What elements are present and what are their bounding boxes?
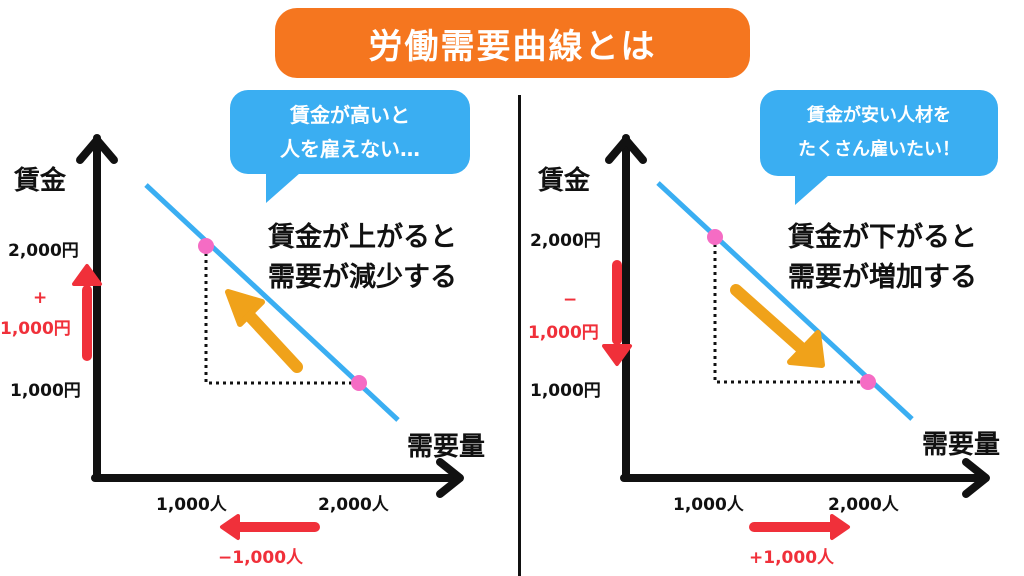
right-wage-change-value: 1,000円	[528, 323, 599, 343]
left-x-axis-label: 需要量	[407, 432, 486, 462]
left-y-axis-label: 賃金	[14, 166, 67, 196]
left-graph	[72, 134, 464, 540]
left-dotted-guide	[204, 246, 359, 385]
left-bubble-line-2: 人を雇えない…	[280, 137, 420, 161]
left-y-axis-arrow-icon	[76, 136, 118, 164]
left-bubble-line-1: 賃金が高いと	[290, 103, 410, 127]
right-wage-arrowhead-icon	[602, 344, 632, 366]
left-y-tick-1000: 1,000円	[10, 381, 81, 401]
right-bubble-tail-icon	[795, 175, 829, 205]
right-speech-bubble: 賃金が安い人材を たくさん雇いたい！	[760, 90, 998, 176]
right-y-tick-1000: 1,000円	[530, 381, 601, 401]
right-bubble-line-1: 賃金が安い人材を	[807, 105, 951, 126]
right-dotted-guide	[713, 237, 868, 384]
right-movement-arrow	[730, 284, 806, 353]
right-x-tick-2000: 2,000人	[828, 495, 899, 515]
left-speech-bubble: 賃金が高いと 人を雇えない…	[230, 90, 470, 174]
right-x-axis-label: 需要量	[922, 430, 1001, 460]
left-point-high-wage	[198, 238, 214, 254]
left-caption: 賃金が上がると 需要が減少する	[268, 218, 457, 298]
left-x-tick-2000: 2,000人	[318, 495, 389, 515]
right-y-axis-arrow-icon	[605, 136, 647, 164]
right-y-tick-2000: 2,000円	[530, 231, 601, 251]
left-point-low-wage	[351, 375, 367, 391]
left-y-tick-2000: 2,000円	[8, 241, 79, 261]
left-wage-arrowhead-icon	[72, 264, 102, 286]
title-banner: 労働需要曲線とは	[275, 8, 750, 78]
left-movement-arrow	[240, 306, 303, 373]
right-x-tick-1000: 1,000人	[673, 495, 744, 515]
left-quantity-arrowhead-icon	[220, 514, 240, 540]
left-caption-line-1: 賃金が上がると	[268, 222, 457, 253]
left-movement-arrowhead-icon	[225, 289, 265, 327]
right-y-axis-label: 賃金	[538, 166, 591, 196]
left-x-axis-arrow-icon	[436, 458, 464, 498]
right-quantity-change: +1,000人	[749, 548, 835, 568]
right-wage-change-sign: −	[563, 290, 578, 310]
right-point-low-wage	[860, 374, 876, 390]
right-bubble-line-2: たくさん雇いたい！	[798, 139, 960, 160]
right-movement-arrowhead-icon	[787, 330, 825, 368]
right-caption-line-2: 需要が増加する	[788, 262, 977, 293]
page-title: 労働需要曲線とは	[368, 26, 657, 67]
panel-divider	[518, 95, 521, 576]
right-point-high-wage	[707, 229, 723, 245]
left-quantity-change: −1,000人	[218, 548, 304, 568]
left-caption-line-2: 需要が減少する	[268, 262, 457, 293]
right-caption-line-1: 賃金が下がると	[788, 222, 977, 253]
right-quantity-arrowhead-icon	[830, 514, 850, 540]
left-bubble-tail-icon	[266, 173, 300, 203]
left-wage-change-value: 1,000円	[0, 319, 71, 339]
left-wage-change-sign: +	[33, 288, 48, 308]
right-caption: 賃金が下がると 需要が増加する	[788, 218, 977, 298]
right-x-axis-arrow-icon	[962, 458, 990, 498]
right-graph	[602, 134, 990, 540]
left-x-tick-1000: 1,000人	[156, 495, 227, 515]
